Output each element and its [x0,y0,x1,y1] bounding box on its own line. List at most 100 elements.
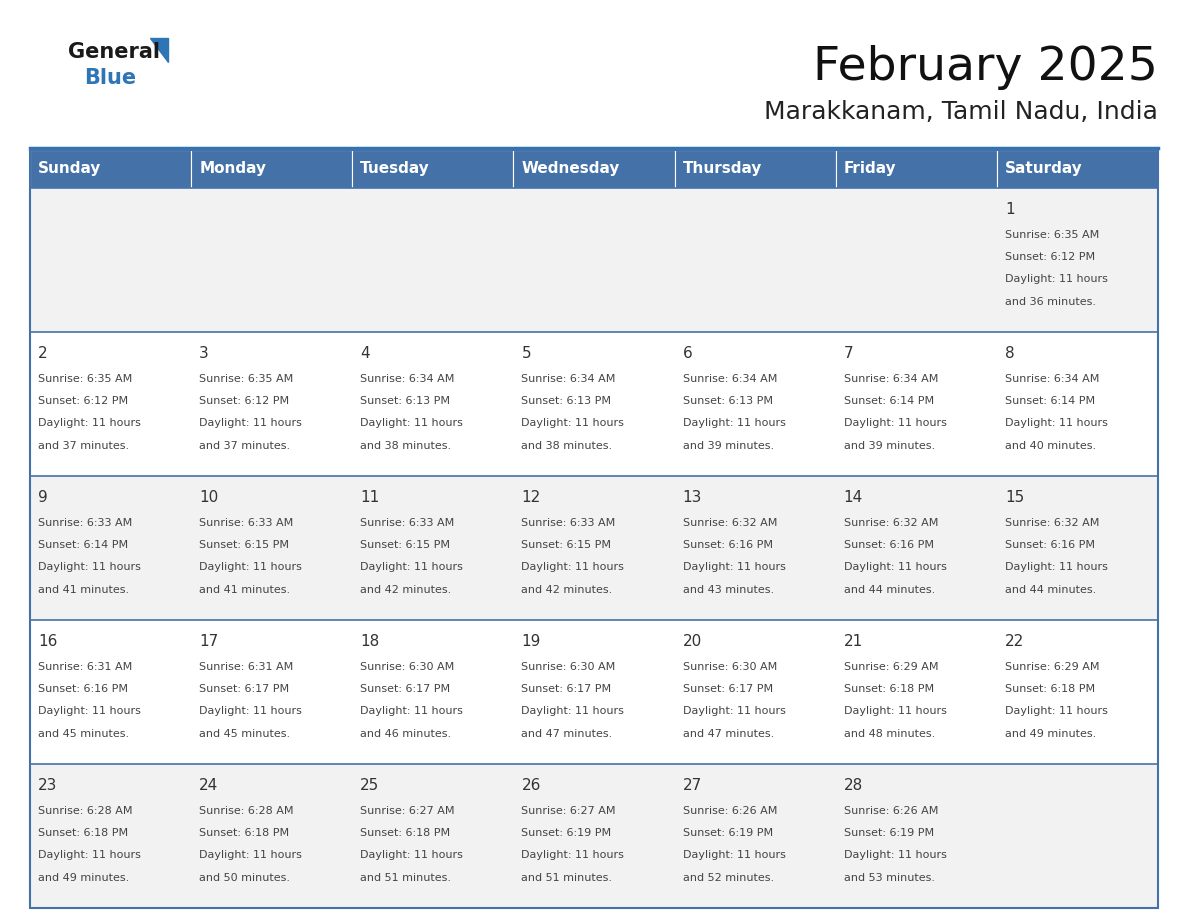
Text: and 47 minutes.: and 47 minutes. [683,729,773,739]
Text: Daylight: 11 hours: Daylight: 11 hours [38,563,141,573]
Bar [353,150,513,188]
Text: Sunrise: 6:28 AM: Sunrise: 6:28 AM [200,806,293,816]
Text: Daylight: 11 hours: Daylight: 11 hours [683,850,785,860]
Text: Sunset: 6:16 PM: Sunset: 6:16 PM [843,540,934,550]
Text: Sunrise: 6:35 AM: Sunrise: 6:35 AM [200,374,293,384]
Text: Daylight: 11 hours: Daylight: 11 hours [360,563,463,573]
Bar [30,764,191,908]
Text: Daylight: 11 hours: Daylight: 11 hours [1005,706,1107,716]
Text: Sunset: 6:13 PM: Sunset: 6:13 PM [360,396,450,406]
Bar [835,188,997,332]
Text: Sunset: 6:14 PM: Sunset: 6:14 PM [843,396,934,406]
Text: Daylight: 11 hours: Daylight: 11 hours [200,706,302,716]
Text: Marakkanam, Tamil Nadu, India: Marakkanam, Tamil Nadu, India [764,100,1158,124]
Text: Daylight: 11 hours: Daylight: 11 hours [360,706,463,716]
Text: Sunset: 6:18 PM: Sunset: 6:18 PM [843,684,934,694]
Text: and 45 minutes.: and 45 minutes. [38,729,129,739]
Text: Daylight: 11 hours: Daylight: 11 hours [843,563,947,573]
Text: Sunrise: 6:34 AM: Sunrise: 6:34 AM [843,374,939,384]
Text: and 37 minutes.: and 37 minutes. [200,441,290,451]
Text: Sunset: 6:12 PM: Sunset: 6:12 PM [1005,252,1095,262]
Text: 12: 12 [522,490,541,506]
Bar [675,764,835,908]
Text: and 41 minutes.: and 41 minutes. [38,585,129,595]
Text: Sunset: 6:17 PM: Sunset: 6:17 PM [360,684,450,694]
Bar [353,764,513,908]
Text: and 38 minutes.: and 38 minutes. [522,441,613,451]
Text: and 37 minutes.: and 37 minutes. [38,441,129,451]
Text: Sunrise: 6:35 AM: Sunrise: 6:35 AM [1005,230,1099,240]
Text: Sunrise: 6:33 AM: Sunrise: 6:33 AM [360,518,455,528]
Text: 15: 15 [1005,490,1024,506]
Text: Sunset: 6:19 PM: Sunset: 6:19 PM [522,828,612,838]
Text: and 47 minutes.: and 47 minutes. [522,729,613,739]
Text: and 39 minutes.: and 39 minutes. [683,441,773,451]
Text: and 48 minutes.: and 48 minutes. [843,729,935,739]
Bar [675,620,835,764]
Text: Saturday: Saturday [1005,162,1082,176]
Text: Sunset: 6:16 PM: Sunset: 6:16 PM [683,540,772,550]
Text: 2: 2 [38,346,48,362]
Bar [835,150,997,188]
Text: Sunrise: 6:30 AM: Sunrise: 6:30 AM [683,662,777,672]
Bar [191,332,353,476]
Text: Sunset: 6:19 PM: Sunset: 6:19 PM [843,828,934,838]
Bar [513,764,675,908]
Text: Sunset: 6:12 PM: Sunset: 6:12 PM [38,396,128,406]
Bar [30,476,191,620]
Text: Sunrise: 6:30 AM: Sunrise: 6:30 AM [522,662,615,672]
Text: Sunrise: 6:34 AM: Sunrise: 6:34 AM [360,374,455,384]
Bar [191,476,353,620]
Bar [997,332,1158,476]
Text: 1: 1 [1005,202,1015,218]
Text: 20: 20 [683,634,702,649]
Text: Daylight: 11 hours: Daylight: 11 hours [200,563,302,573]
Text: 25: 25 [360,778,380,793]
Text: Daylight: 11 hours: Daylight: 11 hours [360,850,463,860]
Text: Sunset: 6:17 PM: Sunset: 6:17 PM [200,684,290,694]
Text: Sunset: 6:15 PM: Sunset: 6:15 PM [200,540,289,550]
Text: Sunrise: 6:29 AM: Sunrise: 6:29 AM [1005,662,1099,672]
Text: Daylight: 11 hours: Daylight: 11 hours [1005,274,1107,285]
Text: 23: 23 [38,778,57,793]
Bar [191,620,353,764]
Text: Monday: Monday [200,162,266,176]
Text: 10: 10 [200,490,219,506]
Text: Thursday: Thursday [683,162,762,176]
Text: Daylight: 11 hours: Daylight: 11 hours [843,419,947,429]
Text: Daylight: 11 hours: Daylight: 11 hours [522,706,625,716]
Bar [513,620,675,764]
Text: Daylight: 11 hours: Daylight: 11 hours [522,563,625,573]
Bar [191,150,353,188]
Bar [835,476,997,620]
Text: 28: 28 [843,778,862,793]
Text: 26: 26 [522,778,541,793]
Text: Daylight: 11 hours: Daylight: 11 hours [38,419,141,429]
Text: Sunset: 6:15 PM: Sunset: 6:15 PM [522,540,612,550]
Text: Sunset: 6:18 PM: Sunset: 6:18 PM [1005,684,1095,694]
Text: and 50 minutes.: and 50 minutes. [200,873,290,883]
Text: Sunset: 6:14 PM: Sunset: 6:14 PM [1005,396,1095,406]
Bar [835,764,997,908]
Bar [30,150,191,188]
Text: 17: 17 [200,634,219,649]
Text: 22: 22 [1005,634,1024,649]
Bar [191,188,353,332]
Bar [997,150,1158,188]
Text: 14: 14 [843,490,862,506]
Bar [835,332,997,476]
Text: Daylight: 11 hours: Daylight: 11 hours [38,850,141,860]
Polygon shape [150,38,168,62]
Text: Daylight: 11 hours: Daylight: 11 hours [200,419,302,429]
Text: Sunrise: 6:30 AM: Sunrise: 6:30 AM [360,662,455,672]
Text: Sunrise: 6:28 AM: Sunrise: 6:28 AM [38,806,133,816]
Bar [191,764,353,908]
Bar [30,332,191,476]
Text: Sunrise: 6:35 AM: Sunrise: 6:35 AM [38,374,132,384]
Bar [513,476,675,620]
Text: 3: 3 [200,346,209,362]
Bar [353,620,513,764]
Text: and 39 minutes.: and 39 minutes. [843,441,935,451]
Text: Sunset: 6:14 PM: Sunset: 6:14 PM [38,540,128,550]
Bar [30,620,191,764]
